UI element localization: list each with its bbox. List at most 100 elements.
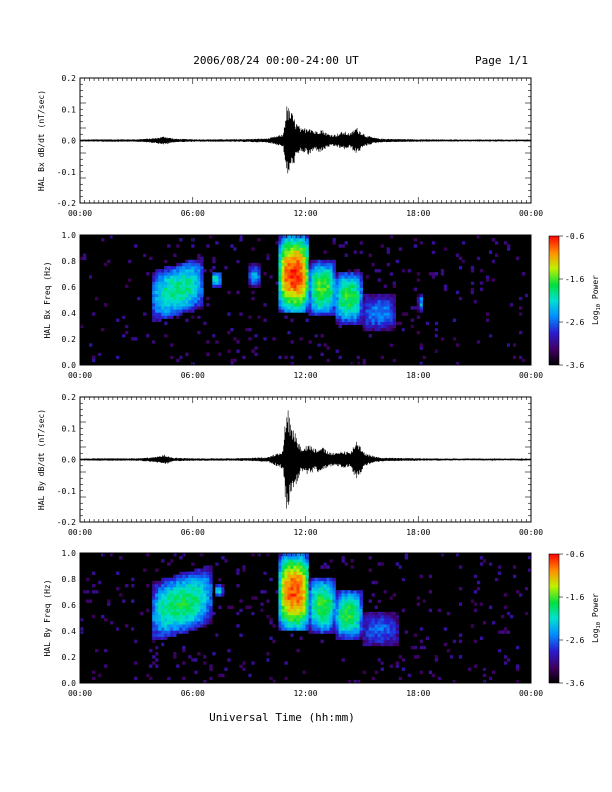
spectrogram-cell xyxy=(485,661,490,665)
spectrogram-cell xyxy=(323,596,327,600)
spectrogram-cell xyxy=(374,670,378,675)
spectrogram-cell xyxy=(362,633,366,637)
spectrogram-cell xyxy=(293,256,297,261)
spectrogram-cell xyxy=(125,241,129,245)
spectrogram-cell xyxy=(98,580,102,585)
spectrogram-cell xyxy=(326,287,330,292)
spectrogram-cell xyxy=(269,281,273,285)
spectrogram-cell xyxy=(185,275,189,279)
x-tick-label: 12:00 xyxy=(293,528,317,537)
spectrogram-cell xyxy=(353,614,357,619)
spectrogram-cell xyxy=(350,318,354,322)
spectrogram-cell xyxy=(278,605,282,610)
spectrogram-cell xyxy=(311,259,315,264)
spectrogram-cell xyxy=(353,293,357,298)
spectrogram-cell xyxy=(350,593,354,597)
spectrogram-cell xyxy=(344,602,348,606)
spectrogram-cell xyxy=(155,318,159,322)
spectrogram-cell xyxy=(182,614,186,619)
spectrogram-cell xyxy=(380,627,384,631)
spectrogram-cell xyxy=(359,621,363,625)
spectrogram-cell xyxy=(350,608,354,613)
spectrogram-cell xyxy=(503,593,508,597)
spectrogram-cell xyxy=(326,602,330,606)
spectrogram-cell xyxy=(338,309,342,313)
spectrogram-cell xyxy=(389,639,393,644)
spectrogram-cell xyxy=(308,605,312,610)
spectrogram-cell xyxy=(326,593,330,597)
spectrogram-cell xyxy=(257,583,261,588)
spectrogram-cell xyxy=(422,645,427,650)
spectrogram-cell xyxy=(194,556,198,560)
spectrogram-cell xyxy=(152,312,156,316)
spectrogram-cell xyxy=(359,596,363,600)
spectrogram-cell xyxy=(488,334,493,338)
spectrogram-cell xyxy=(383,611,387,616)
spectrogram-cell xyxy=(446,334,451,338)
spectrogram-cell xyxy=(458,259,463,264)
spectrogram-cell xyxy=(167,284,171,288)
spectrogram-cell xyxy=(296,296,300,301)
spectrogram-cell xyxy=(386,618,390,622)
spectrogram-cell xyxy=(98,565,102,569)
spectrogram-cell xyxy=(278,667,282,671)
spectrogram-cell xyxy=(344,599,348,603)
spectrogram-cell xyxy=(356,293,360,298)
spectrogram-cell xyxy=(158,590,162,594)
spectrogram-cell xyxy=(299,275,303,279)
spectrogram-cell xyxy=(206,602,210,606)
spectrogram-cell xyxy=(323,590,327,594)
spectrogram-cell xyxy=(185,574,189,579)
spectrogram-cell xyxy=(320,627,324,631)
spectrogram-cell xyxy=(332,315,336,319)
spectrogram-cell xyxy=(86,235,90,239)
spectrogram-cell xyxy=(176,275,180,279)
spectrogram-cell xyxy=(320,281,324,285)
spectrogram-cell xyxy=(218,583,222,588)
spectrogram-cell xyxy=(197,361,201,366)
spectrogram-cell xyxy=(155,272,159,276)
spectrogram-cell xyxy=(290,670,294,675)
spectrogram-cell xyxy=(284,664,288,668)
spectrogram-cell xyxy=(200,287,204,292)
spectrogram-cell xyxy=(155,306,159,310)
spectrogram-cell xyxy=(338,281,342,285)
spectrogram-cell xyxy=(494,343,499,347)
spectrogram-cell xyxy=(389,256,393,261)
spectrogram-cell xyxy=(263,590,267,594)
spectrogram-cell xyxy=(362,565,366,569)
spectrogram-cell xyxy=(449,256,454,261)
spectrogram-cell xyxy=(467,334,472,338)
spectrogram-cell xyxy=(284,621,288,625)
spectrogram-cell xyxy=(287,562,291,566)
spectrogram-cell xyxy=(308,593,312,597)
spectrogram-cell xyxy=(191,611,195,616)
spectrogram-cell xyxy=(176,309,180,313)
spectrogram-cell xyxy=(482,605,487,610)
spectrogram-cell xyxy=(182,296,186,301)
spectrogram-cell xyxy=(86,577,90,582)
spectrogram-cell xyxy=(368,318,372,322)
spectrogram-cell xyxy=(524,580,529,585)
spectrogram-cell xyxy=(257,238,261,242)
spectrogram-cell xyxy=(92,670,96,675)
spectrogram-cell xyxy=(110,235,114,239)
spectrogram-cell xyxy=(371,627,375,631)
spectrogram-cell xyxy=(407,244,412,248)
spectrogram-cell xyxy=(203,602,207,606)
spectrogram-cell xyxy=(215,593,219,597)
spectrogram-cell xyxy=(341,306,345,310)
spectrogram-cell xyxy=(158,621,162,625)
spectrogram-cell xyxy=(356,611,360,616)
spectrogram-cell xyxy=(296,648,300,653)
spectrogram-cell xyxy=(368,630,372,634)
spectrogram-cell xyxy=(119,284,123,288)
spectrogram-cell xyxy=(158,349,162,353)
spectrogram-cell xyxy=(197,300,201,304)
spectrogram-cell xyxy=(203,621,207,625)
spectrogram-cell xyxy=(170,309,174,313)
spectrogram-cell xyxy=(524,614,529,619)
spectrogram-cell xyxy=(161,269,165,273)
spectrogram-cell xyxy=(311,658,315,662)
spectrogram-cell xyxy=(89,599,93,603)
